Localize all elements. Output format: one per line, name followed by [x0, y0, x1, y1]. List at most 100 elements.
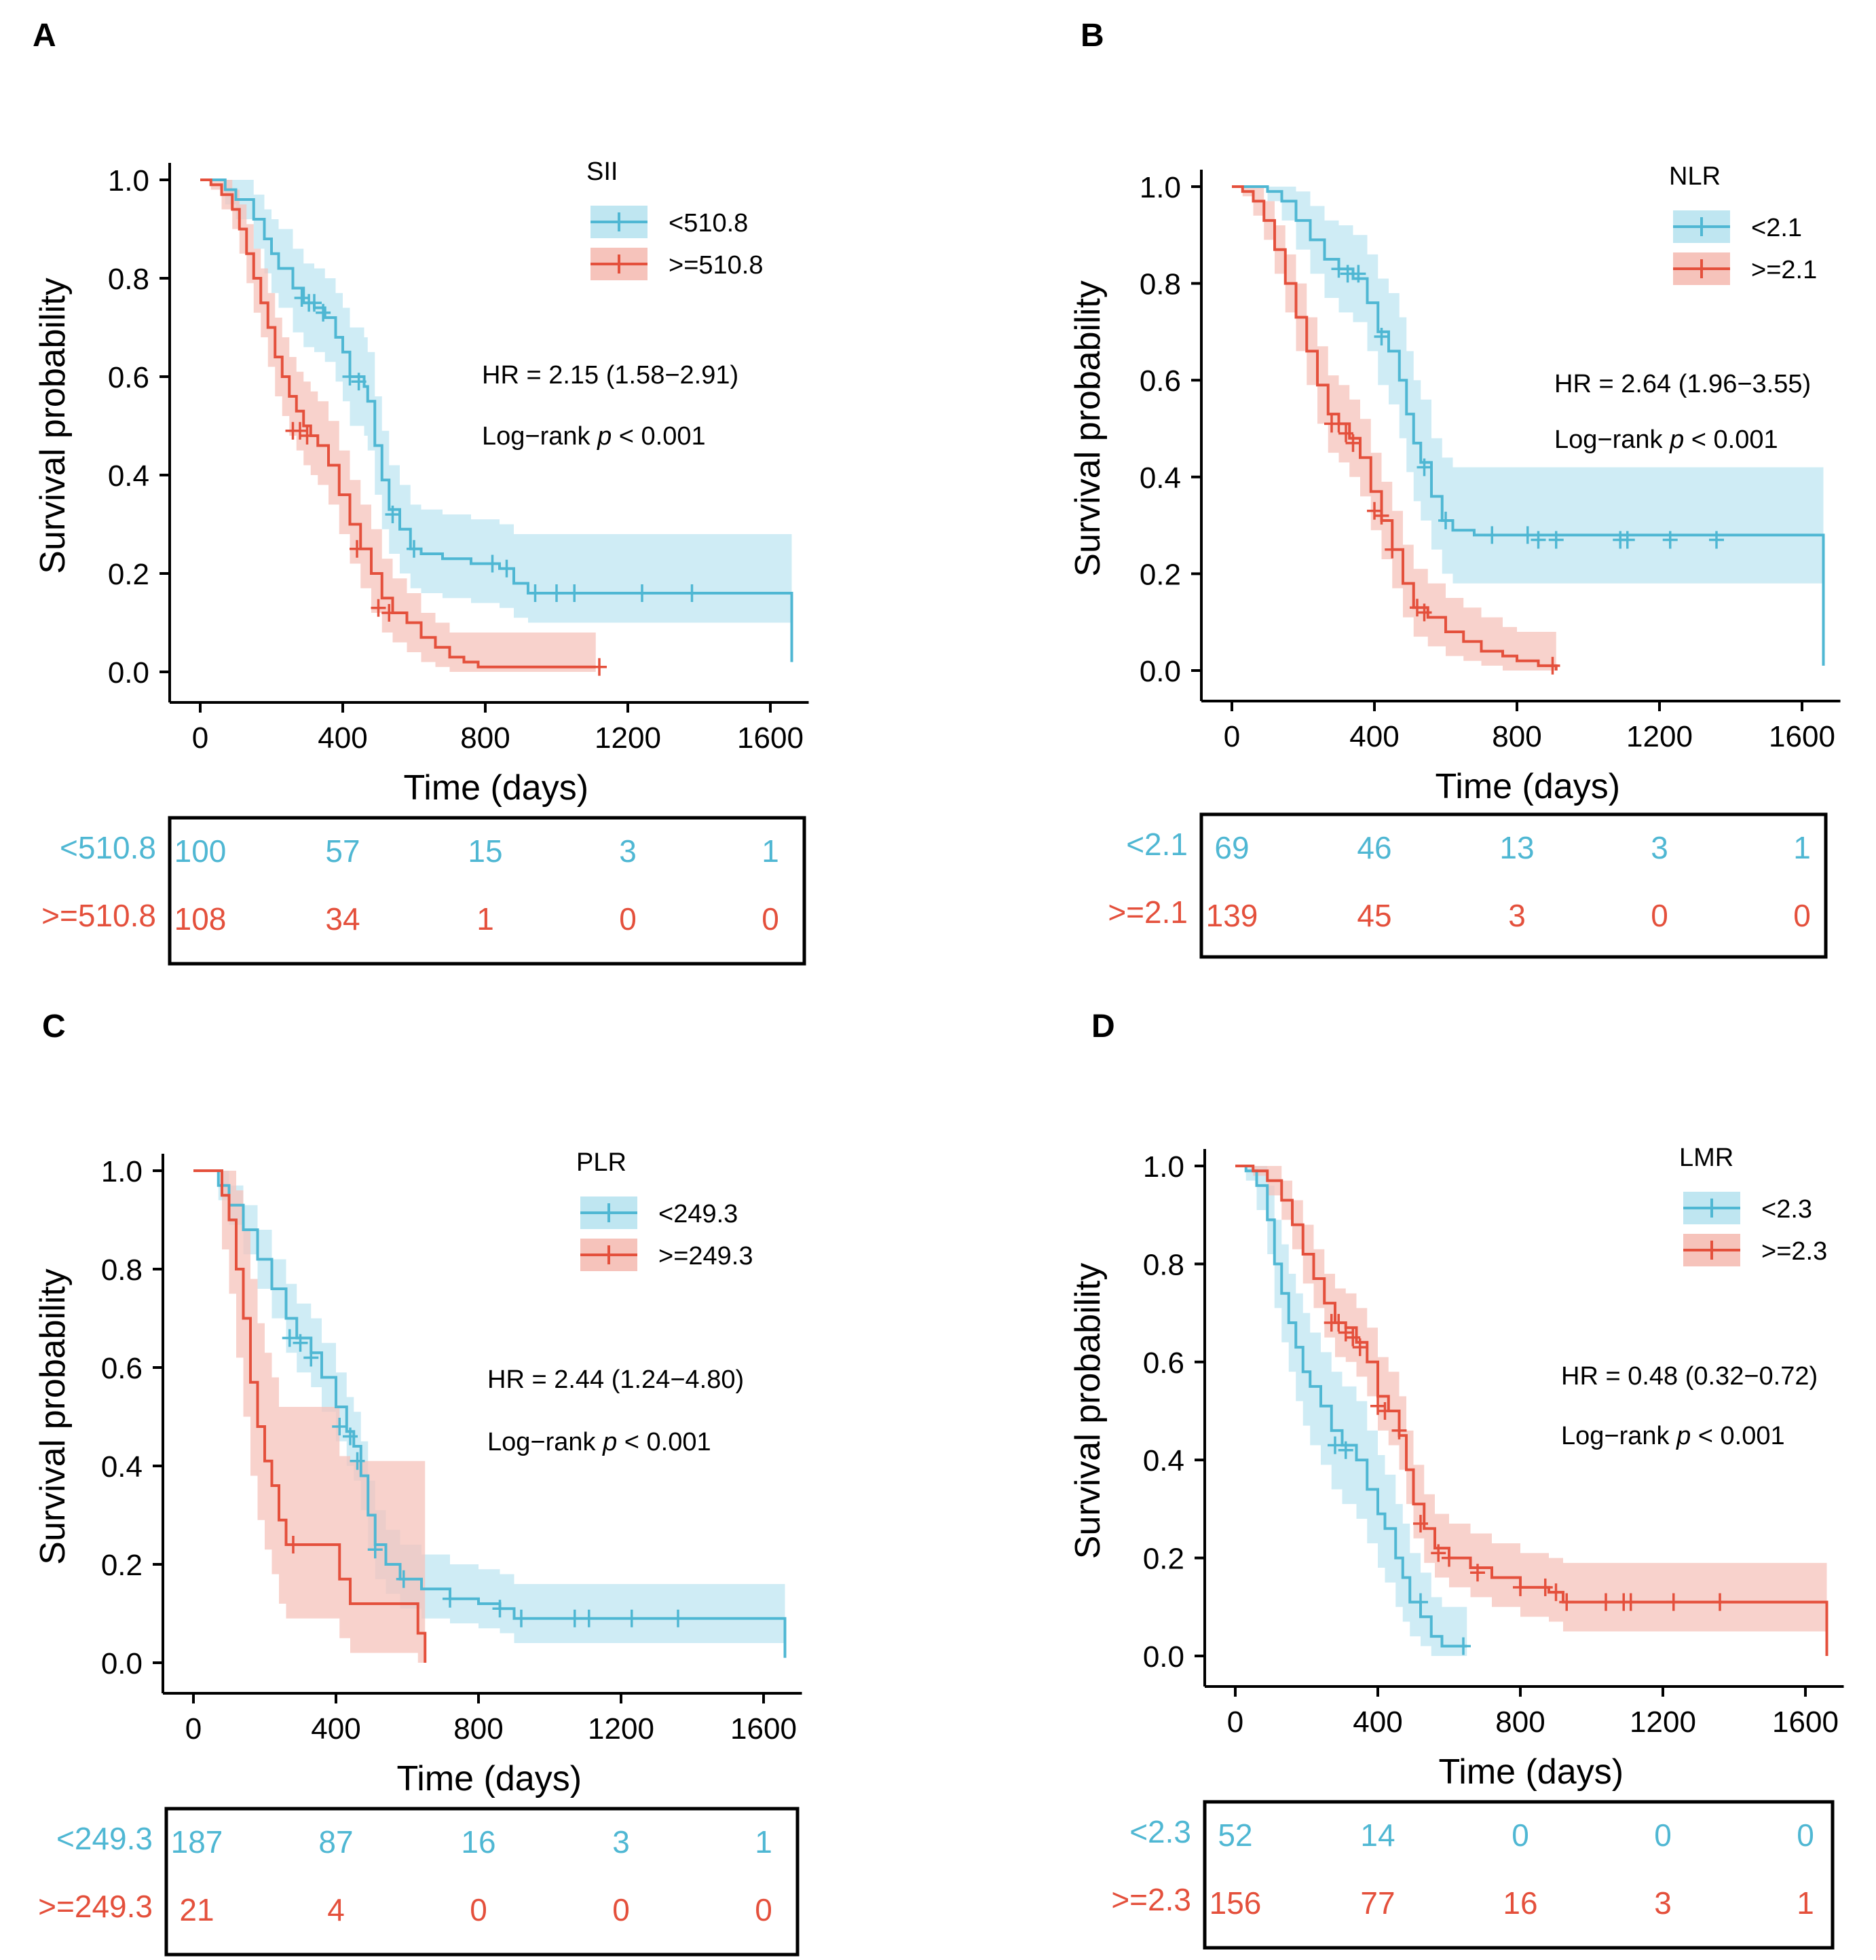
risk-row-label-high: >=2.3: [1111, 1882, 1191, 1917]
x-tick-label: 1200: [595, 721, 661, 755]
y-tick-label: 0.8: [1140, 268, 1181, 301]
risk-count: 0: [612, 1892, 630, 1927]
legend-label-high: >=2.3: [1761, 1237, 1827, 1266]
legend-label-high: >=249.3: [658, 1242, 753, 1270]
risk-count: 0: [755, 1892, 772, 1927]
risk-count: 77: [1360, 1885, 1395, 1921]
risk-count: 1: [476, 901, 494, 937]
y-axis-label: Survival probability: [33, 1268, 73, 1564]
legend-title: PLR: [576, 1148, 626, 1177]
risk-count: 156: [1209, 1885, 1262, 1921]
ci-band-low: [200, 180, 792, 623]
y-tick-label: 0.2: [1140, 558, 1181, 591]
x-tick-label: 0: [1227, 1705, 1243, 1739]
hazard-ratio-text: HR = 2.64 (1.96−3.55): [1554, 370, 1811, 398]
risk-count: 187: [171, 1824, 223, 1860]
y-tick-label: 0.8: [101, 1254, 143, 1287]
x-tick-label: 800: [460, 721, 510, 755]
y-axis-label: Survival probability: [1068, 280, 1108, 576]
x-axis-label: Time (days): [1438, 1752, 1624, 1792]
panel-b: B 0.0 0.2 0.4 0.6 0.8 1.0 0 400 800 1200 1600 Time (…: [1068, 18, 1841, 959]
risk-count: 139: [1206, 898, 1258, 933]
x-tick-label: 800: [453, 1712, 503, 1746]
panel-label: B: [1081, 18, 1104, 54]
x-axis-label: Time (days): [403, 768, 588, 808]
x-tick-label: 1600: [730, 1712, 797, 1746]
x-tick-label: 800: [1492, 720, 1541, 753]
x-tick-label: 400: [311, 1712, 360, 1746]
risk-table: [168, 816, 806, 966]
survival-curve-high: [1235, 1165, 1828, 1656]
y-tick-label: 0.0: [101, 1647, 143, 1680]
risk-table: [1199, 812, 1828, 959]
risk-count: 45: [1357, 898, 1391, 933]
logrank-text: Log−rank p < 0.001: [487, 1428, 711, 1456]
risk-count: 1: [1797, 1885, 1814, 1921]
logrank-p: p: [597, 422, 612, 451]
risk-count: 14: [1360, 1817, 1395, 1853]
risk-count: 4: [327, 1892, 345, 1927]
y-tick-label: 0.6: [1140, 364, 1181, 398]
logrank-prefix: Log−rank: [1554, 426, 1670, 454]
risk-count: 0: [619, 901, 637, 937]
logrank-text: Log−rank p < 0.001: [482, 422, 706, 451]
legend-label-low: <510.8: [669, 209, 748, 238]
risk-row-label-low: <2.3: [1129, 1814, 1191, 1849]
risk-row-label-high: >=510.8: [41, 898, 156, 933]
x-tick-label: 800: [1495, 1705, 1545, 1739]
logrank-text: Log−rank p < 0.001: [1561, 1422, 1785, 1450]
y-axis-label: Survival probability: [33, 278, 73, 573]
y-tick-label: 1.0: [101, 1155, 143, 1188]
risk-count: 13: [1499, 830, 1534, 865]
logrank-suffix: < 0.001: [612, 422, 705, 451]
risk-row-label-low: <510.8: [60, 830, 156, 865]
panel-label: A: [33, 18, 56, 54]
risk-count: 3: [612, 1824, 630, 1860]
hazard-ratio-text: HR = 0.48 (0.32−0.72): [1561, 1362, 1818, 1391]
y-tick-label: 0.6: [1143, 1346, 1184, 1380]
x-axis-label: Time (days): [396, 1759, 582, 1798]
logrank-p: p: [1676, 1422, 1691, 1450]
risk-row-label-low: <2.1: [1126, 827, 1188, 862]
risk-count: 0: [1793, 898, 1811, 933]
risk-count: 34: [325, 901, 360, 937]
risk-row-label-low: <249.3: [56, 1821, 153, 1856]
risk-count: 57: [325, 833, 360, 869]
y-tick-label: 0.2: [108, 558, 149, 591]
logrank-suffix: < 0.001: [1684, 426, 1778, 454]
risk-count: 16: [461, 1824, 495, 1860]
logrank-text: Log−rank p < 0.001: [1554, 426, 1778, 454]
risk-count: 0: [1797, 1817, 1814, 1853]
y-tick-label: 1.0: [108, 164, 149, 197]
x-tick-label: 0: [185, 1712, 202, 1746]
x-tick-label: 1600: [1769, 720, 1835, 753]
logrank-prefix: Log−rank: [1561, 1422, 1676, 1450]
y-tick-label: 0.2: [1143, 1543, 1184, 1576]
ci-band-high: [1232, 187, 1556, 671]
survival-curve-high: [193, 1169, 427, 1663]
x-tick-label: 1200: [1626, 720, 1693, 753]
risk-table: [1203, 1800, 1835, 1950]
risk-count: 3: [1508, 898, 1526, 933]
y-tick-label: 0.4: [1143, 1444, 1184, 1477]
risk-count: 21: [179, 1892, 214, 1927]
panel-label: D: [1091, 1009, 1115, 1044]
x-tick-label: 0: [192, 721, 208, 755]
legend-label-high: >=2.1: [1751, 256, 1817, 284]
risk-count: 0: [470, 1892, 487, 1927]
risk-row-label-high: >=249.3: [38, 1889, 153, 1924]
y-tick-label: 0.0: [1143, 1640, 1184, 1674]
y-tick-label: 0.6: [101, 1352, 143, 1385]
x-tick-label: 400: [1353, 1705, 1402, 1739]
hazard-ratio-text: HR = 2.44 (1.24−4.80): [487, 1365, 744, 1394]
risk-count: 108: [174, 901, 227, 937]
risk-count: 87: [318, 1824, 353, 1860]
logrank-prefix: Log−rank: [487, 1428, 603, 1456]
hazard-ratio-text: HR = 2.15 (1.58−2.91): [482, 361, 738, 390]
risk-count: 16: [1503, 1885, 1537, 1921]
y-tick-label: 0.4: [101, 1450, 143, 1484]
y-tick-label: 0.0: [108, 656, 149, 690]
risk-count: 3: [619, 833, 637, 869]
survival-curve-high: [1232, 185, 1558, 671]
